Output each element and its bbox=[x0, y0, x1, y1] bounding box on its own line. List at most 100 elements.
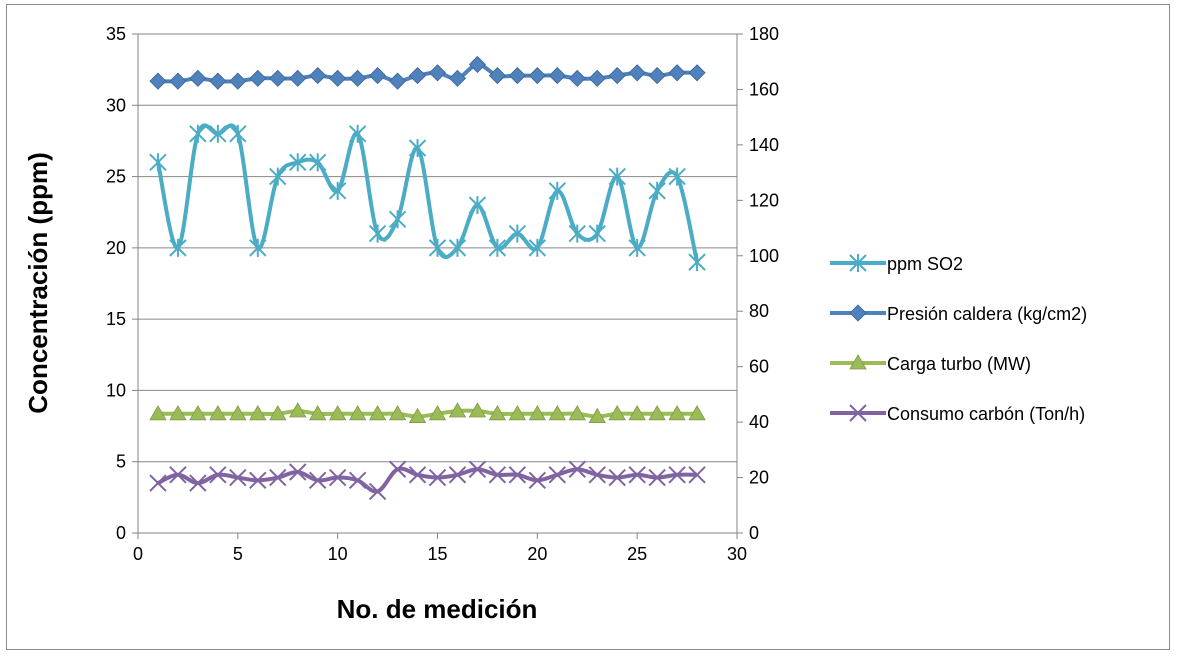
series-line bbox=[157, 466, 698, 494]
data-point bbox=[189, 124, 207, 143]
x-tick-label: 25 bbox=[627, 544, 647, 564]
series-line bbox=[156, 123, 700, 263]
marker-stroke bbox=[209, 466, 227, 484]
legend-label: Consumo carbón (Ton/h) bbox=[887, 404, 1085, 424]
data-point bbox=[668, 404, 686, 421]
data-point bbox=[528, 238, 547, 257]
marker-stroke bbox=[388, 460, 407, 478]
legend-swatch-marker bbox=[849, 304, 867, 322]
y-tick-label: 0 bbox=[116, 523, 126, 543]
marker-stroke bbox=[448, 466, 467, 484]
data-point bbox=[508, 224, 527, 243]
data-point bbox=[568, 460, 586, 478]
y2-tick-label: 140 bbox=[749, 135, 779, 155]
series-3 bbox=[149, 460, 706, 501]
x-tick-label: 10 bbox=[328, 544, 348, 564]
data-point bbox=[608, 404, 626, 421]
data-point bbox=[229, 124, 247, 143]
data-point bbox=[428, 404, 447, 421]
data-point bbox=[628, 238, 646, 257]
data-point bbox=[249, 404, 267, 421]
data-point bbox=[568, 224, 586, 243]
y2-tick-label: 0 bbox=[749, 523, 759, 543]
marker-stroke bbox=[169, 466, 187, 484]
data-point bbox=[628, 404, 646, 421]
marker-stroke bbox=[408, 466, 427, 484]
data-point bbox=[149, 72, 167, 90]
data-point bbox=[608, 67, 626, 85]
legend-entry: Consumo carbón (Ton/h) bbox=[830, 404, 1085, 424]
data-point bbox=[648, 67, 666, 85]
data-point bbox=[308, 471, 327, 490]
series-0 bbox=[149, 123, 706, 272]
marker-stroke bbox=[189, 474, 207, 492]
legend-swatch-marker bbox=[849, 254, 867, 272]
data-point bbox=[209, 466, 227, 484]
data-point bbox=[508, 67, 526, 85]
y2-tick-label: 100 bbox=[749, 246, 779, 266]
data-point bbox=[528, 67, 546, 85]
marker-stroke bbox=[849, 404, 867, 422]
legend-entry: Carga turbo (MW) bbox=[830, 354, 1031, 374]
data-point bbox=[329, 69, 347, 87]
data-point bbox=[568, 404, 586, 421]
marker-stroke bbox=[688, 466, 706, 484]
data-point bbox=[388, 460, 407, 478]
data-point bbox=[389, 72, 407, 90]
data-point bbox=[468, 55, 486, 74]
data-point bbox=[628, 64, 646, 82]
data-point bbox=[348, 404, 367, 421]
data-point bbox=[668, 466, 686, 484]
data-point bbox=[448, 466, 467, 484]
marker-stroke bbox=[149, 474, 167, 492]
data-point bbox=[169, 238, 187, 257]
legend-label: Carga turbo (MW) bbox=[887, 354, 1031, 374]
data-point bbox=[349, 69, 367, 87]
marker-stroke bbox=[368, 482, 387, 501]
data-point bbox=[308, 153, 327, 172]
y-tick-label: 10 bbox=[106, 380, 126, 400]
data-point bbox=[448, 402, 467, 418]
data-point bbox=[548, 67, 566, 85]
data-point bbox=[269, 404, 287, 421]
data-point bbox=[448, 69, 467, 87]
data-point bbox=[508, 466, 527, 484]
y-tick-label: 15 bbox=[106, 309, 126, 329]
marker-stroke bbox=[488, 466, 507, 484]
y2-tick-label: 160 bbox=[749, 79, 779, 99]
y-tick-label: 25 bbox=[106, 167, 126, 187]
data-point bbox=[448, 238, 467, 257]
data-point bbox=[408, 139, 427, 158]
data-point bbox=[688, 64, 706, 82]
data-point bbox=[388, 404, 407, 421]
data-point bbox=[289, 402, 307, 418]
data-point bbox=[408, 67, 427, 85]
legend: ppm SO2 Presión caldera (kg/cm2) Carga tur… bbox=[830, 254, 1087, 424]
data-point bbox=[289, 463, 307, 481]
marker-stroke bbox=[668, 466, 686, 484]
tick-labels: 0 5 10 15 20 25 30 35 0 20 40 60 80 100 120 140 160 180 0 5… bbox=[106, 24, 779, 564]
gridlines bbox=[138, 33, 737, 463]
data-point bbox=[249, 69, 267, 87]
data-point bbox=[328, 404, 347, 421]
marker-stroke bbox=[628, 466, 646, 484]
y-tick-label: 30 bbox=[106, 95, 126, 115]
chart-frame bbox=[6, 4, 1170, 650]
data-point bbox=[309, 404, 327, 421]
marker-stroke bbox=[289, 463, 307, 481]
legend-label: ppm SO2 bbox=[887, 254, 963, 274]
data-point bbox=[468, 196, 487, 215]
marker-stroke bbox=[229, 468, 247, 487]
data-point bbox=[488, 238, 507, 257]
data-point bbox=[289, 69, 307, 87]
data-point bbox=[548, 404, 566, 421]
data-point bbox=[468, 402, 487, 418]
data-point bbox=[229, 468, 247, 487]
marker-stroke bbox=[428, 468, 447, 487]
data-point bbox=[488, 67, 506, 85]
data-point bbox=[668, 167, 686, 186]
data-point bbox=[229, 72, 247, 90]
data-point bbox=[668, 64, 686, 82]
data-point bbox=[328, 468, 347, 487]
marker-stroke bbox=[348, 471, 367, 490]
